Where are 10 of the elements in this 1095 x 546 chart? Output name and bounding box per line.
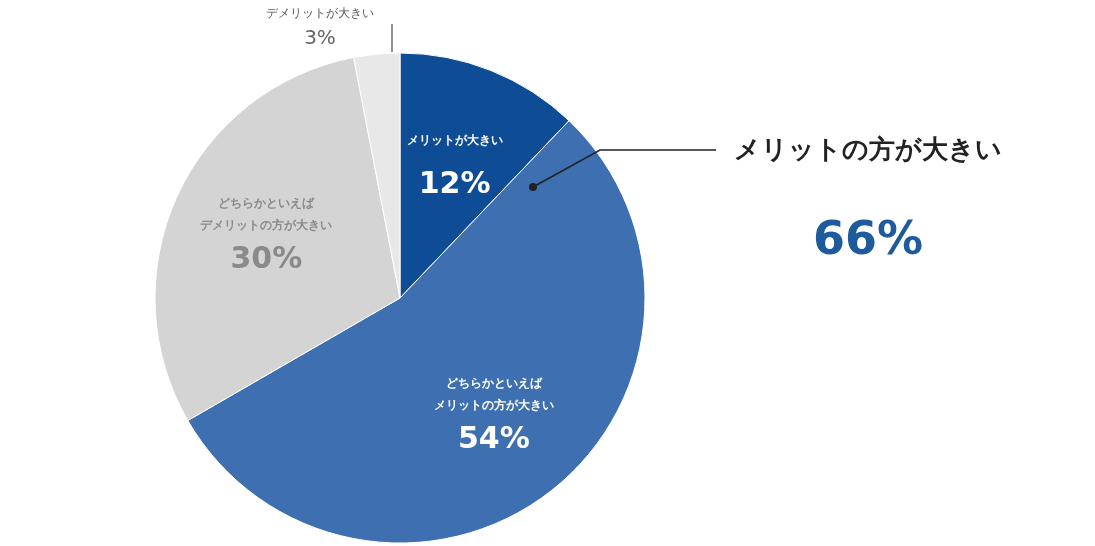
data-label: 3% bbox=[304, 25, 336, 49]
data-label: 54% bbox=[457, 420, 530, 456]
text: メリットの方が大きい bbox=[734, 134, 1002, 164]
text: 66% bbox=[812, 211, 924, 265]
slice-label: メリットが大きい bbox=[406, 132, 503, 147]
data-label: 30% bbox=[230, 239, 303, 275]
slice-label: どちらかといえばメリットの方が大きい bbox=[433, 376, 554, 413]
slice-label: デメリットが大きい bbox=[266, 6, 374, 20]
data-label: 12% bbox=[418, 164, 491, 200]
slice-label: どちらかといえばデメリットの方が大きい bbox=[200, 195, 333, 232]
